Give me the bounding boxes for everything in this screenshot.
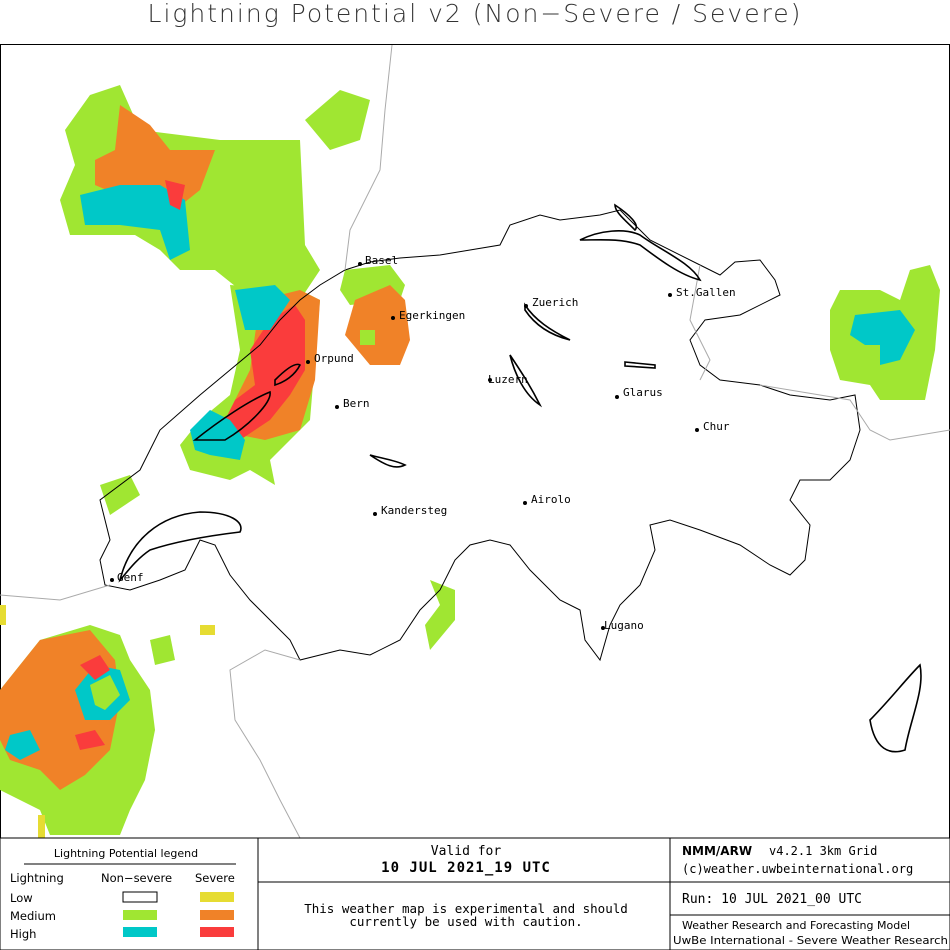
lake bbox=[869, 663, 922, 753]
lightning-area bbox=[80, 185, 190, 260]
lake bbox=[192, 390, 271, 441]
legend-level: Medium bbox=[10, 909, 56, 923]
city-labels: Basel Egerkingen Zuerich St.Gallen Orpun… bbox=[110, 254, 736, 632]
lightning-area bbox=[165, 180, 185, 210]
city-dot bbox=[391, 316, 395, 320]
city-label: St.Gallen bbox=[676, 286, 736, 299]
model-name: NMM/ARW bbox=[682, 844, 752, 858]
lightning-area bbox=[190, 410, 245, 460]
city-label: Egerkingen bbox=[399, 309, 465, 322]
model-subtitle: Weather Research and Forecasting Model bbox=[682, 919, 910, 932]
border bbox=[0, 584, 111, 601]
lightning-area bbox=[99, 209, 861, 662]
model-version: v4.2.1 3km Grid bbox=[769, 844, 877, 858]
lightning-area bbox=[38, 815, 45, 838]
city-dot bbox=[306, 360, 310, 364]
lightning-area bbox=[225, 305, 305, 440]
model-run: Run: 10 JUL 2021_00 UTC bbox=[682, 892, 862, 907]
legend-header: Non−severe bbox=[101, 871, 172, 885]
lake bbox=[369, 454, 407, 468]
city-dot bbox=[335, 405, 339, 409]
city-label: Bern bbox=[343, 397, 370, 410]
legend-header: Severe bbox=[195, 871, 235, 885]
border bbox=[759, 384, 950, 441]
panel-frame bbox=[0, 837, 950, 950]
border bbox=[689, 264, 711, 381]
city-label: Genf bbox=[117, 571, 144, 584]
city-label: Zuerich bbox=[532, 296, 578, 309]
lake bbox=[509, 354, 543, 408]
legend-swatch bbox=[200, 927, 234, 937]
borders bbox=[0, 44, 950, 839]
city-dot bbox=[110, 578, 114, 582]
legend-swatch bbox=[200, 892, 234, 902]
lake bbox=[624, 361, 656, 369]
note: This weather map is experimental and sho… bbox=[304, 901, 628, 916]
border bbox=[229, 649, 301, 839]
city-label: Glarus bbox=[623, 386, 663, 399]
city-dot bbox=[695, 428, 699, 432]
legend-swatch bbox=[123, 927, 157, 937]
lightning-area bbox=[80, 655, 110, 680]
lightning-area bbox=[5, 730, 40, 760]
lightning-area bbox=[75, 730, 105, 750]
border bbox=[344, 44, 393, 271]
city-dot bbox=[601, 626, 605, 630]
lightning-area bbox=[200, 625, 215, 635]
lake bbox=[579, 230, 702, 282]
lightning-area bbox=[425, 580, 455, 650]
lightning-area bbox=[360, 330, 375, 345]
lightning-areas bbox=[0, 85, 940, 838]
lightning-area bbox=[235, 285, 290, 330]
legend-swatch bbox=[200, 910, 234, 920]
valid-time: 10 JUL 2021_19 UTC bbox=[381, 860, 551, 876]
lightning-area bbox=[90, 675, 120, 710]
lake bbox=[274, 363, 302, 387]
city-dot bbox=[358, 262, 362, 266]
legend-header: Lightning bbox=[10, 871, 64, 885]
city-label: Chur bbox=[703, 420, 730, 433]
legend-level: Low bbox=[10, 891, 33, 905]
lightning-area bbox=[95, 105, 215, 210]
lightning-area bbox=[850, 310, 915, 365]
city-dot bbox=[523, 501, 527, 505]
city-label: Kandersteg bbox=[381, 504, 447, 517]
lightning-area bbox=[150, 635, 175, 665]
city-dot bbox=[615, 395, 619, 399]
city-label: Lugano bbox=[604, 619, 644, 632]
lightning-area bbox=[0, 605, 6, 625]
legend-panel: Lightning Potential legend Lightning Non… bbox=[0, 837, 950, 950]
valid-label: Valid for bbox=[431, 844, 502, 859]
lake bbox=[614, 203, 637, 232]
city-dot bbox=[668, 293, 672, 297]
city-label: Luzern bbox=[488, 373, 528, 386]
city-dot bbox=[373, 512, 377, 516]
legend-swatch bbox=[122, 891, 158, 903]
model-org: UwBe International - Severe Weather Rese… bbox=[673, 934, 948, 947]
city-label: Airolo bbox=[531, 493, 571, 506]
legend-title: Lightning Potential legend bbox=[54, 847, 198, 860]
lightning-area bbox=[305, 90, 370, 150]
city-dot bbox=[488, 378, 492, 382]
model-site: (c)weather.uwbeinternational.org bbox=[682, 862, 913, 876]
legend-level: High bbox=[10, 927, 36, 941]
city-label: Basel bbox=[365, 254, 398, 267]
legend-swatch bbox=[123, 910, 157, 920]
lake bbox=[524, 302, 571, 341]
city-label: Orpund bbox=[314, 352, 354, 365]
lightning-area bbox=[100, 475, 140, 515]
city-dot bbox=[524, 304, 528, 308]
title: Lightning Potential v2 (Non−Severe / Sev… bbox=[148, 0, 803, 28]
lake bbox=[118, 511, 242, 583]
note: currently be used with caution. bbox=[349, 914, 582, 929]
lakes bbox=[118, 203, 922, 753]
